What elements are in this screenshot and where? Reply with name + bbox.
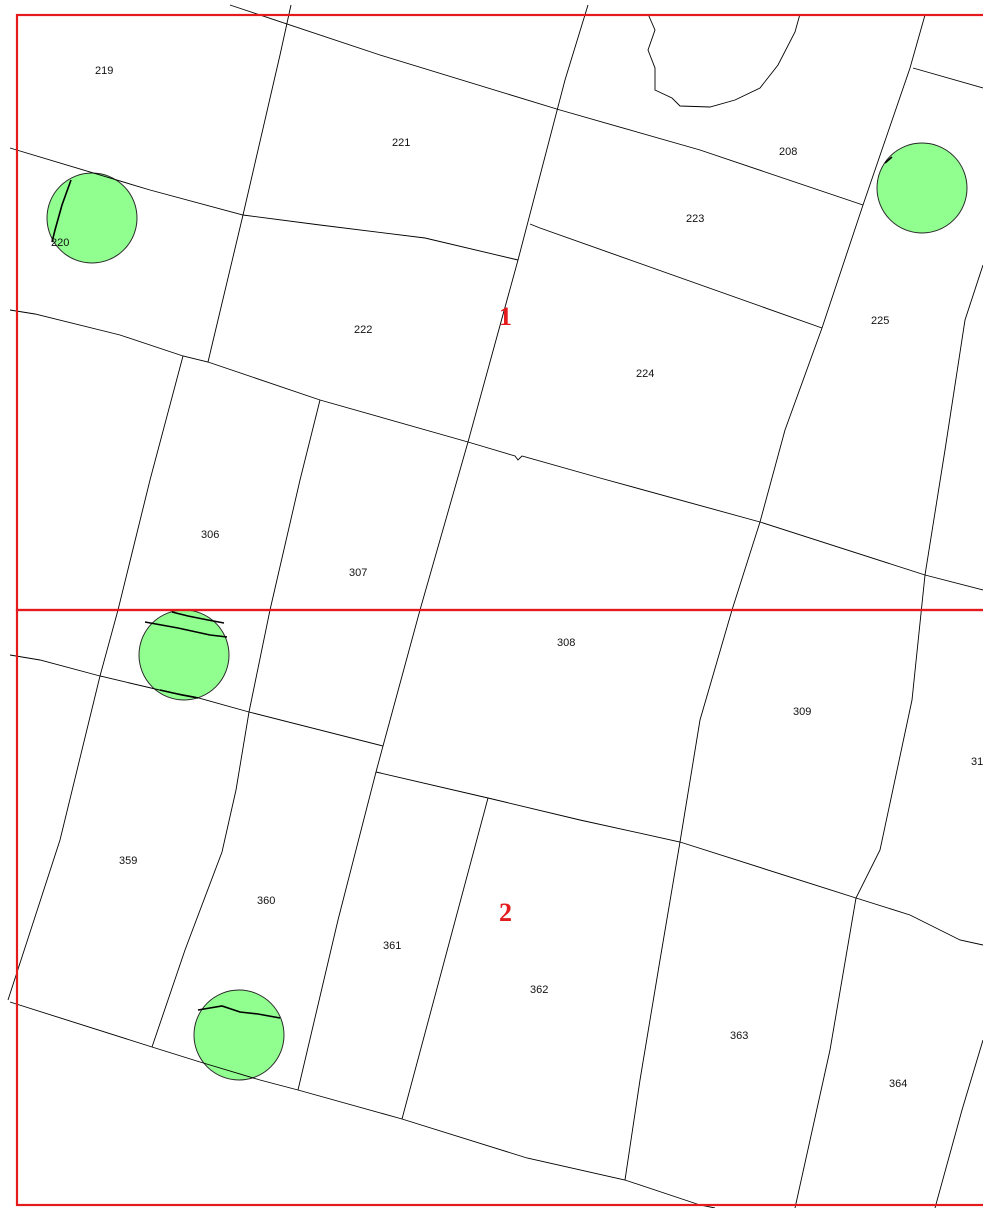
circle-markings [51, 156, 893, 1019]
parcel-label: 225 [871, 315, 889, 327]
boundary-line [624, 14, 926, 1181]
parcel-labels: 219 220 221 222 208 223 224 225 306 307 … [51, 65, 983, 1090]
circle-boundary-mark [144, 621, 228, 638]
boundary-line [401, 797, 489, 1120]
frame-label-2: 2 [499, 898, 512, 927]
parcel-label: 363 [730, 1030, 748, 1042]
circle-boundary-mark [884, 156, 893, 164]
highlight-circles [46, 142, 968, 1081]
map-frames [15, 13, 983, 1207]
parcel-label: 222 [354, 324, 372, 336]
parcel-label: 306 [201, 529, 219, 541]
highlight-circle [193, 989, 285, 1081]
parcel-label: 208 [779, 146, 797, 158]
boundary-line [9, 1001, 716, 1208]
circle-boundary-mark [171, 611, 225, 624]
parcel-label: 307 [349, 567, 367, 579]
parcel-label: 31 [971, 756, 983, 768]
boundary-line [529, 223, 823, 329]
circle-boundary-mark [197, 1005, 281, 1019]
boundary-line [207, 4, 292, 363]
parcel-label: 220 [51, 237, 69, 249]
frame-2 [15, 608, 983, 1207]
parcel-label: 359 [119, 855, 137, 867]
parcel-label: 224 [636, 368, 654, 380]
shoreline [647, 13, 801, 108]
parcel-label: 362 [530, 984, 548, 996]
parcel-label: 308 [557, 637, 575, 649]
boundary-line [9, 147, 519, 261]
parcel-label: 223 [686, 213, 704, 225]
boundary-line [7, 355, 184, 1001]
parcel-boundaries [7, 4, 983, 1208]
parcel-label: 221 [392, 137, 410, 149]
boundary-line [375, 771, 983, 946]
parcel-label: 361 [383, 940, 401, 952]
parcel-label: 364 [889, 1078, 907, 1090]
boundary-line [9, 309, 983, 591]
boundary-line [912, 67, 983, 89]
boundary-line [297, 4, 589, 1091]
highlight-circle [876, 142, 968, 234]
boundary-line [151, 399, 321, 1048]
parcel-label: 360 [257, 895, 275, 907]
circle-boundary-mark [159, 689, 199, 699]
highlight-circle [46, 172, 138, 264]
parcel-label: 219 [95, 65, 113, 77]
circle-boundary-mark [51, 179, 72, 243]
frame-label-1: 1 [499, 302, 512, 331]
boundary-line [229, 4, 864, 206]
parcel-label: 309 [793, 706, 811, 718]
boundary-line [934, 1039, 983, 1208]
boundary-line [794, 264, 983, 1208]
